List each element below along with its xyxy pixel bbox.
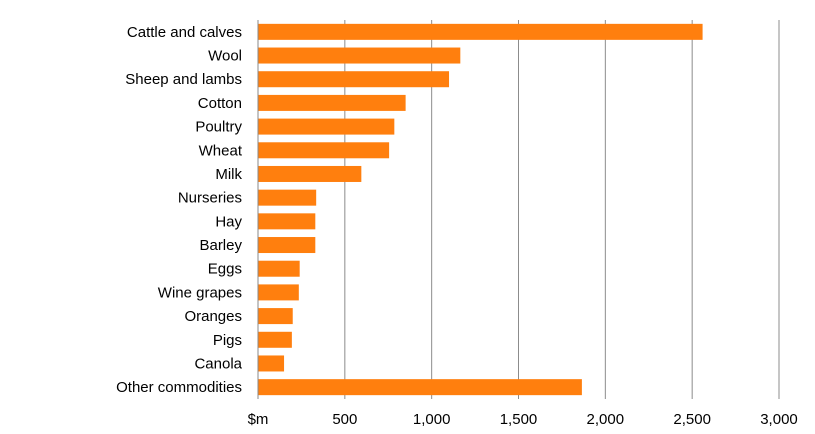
category-label: Sheep and lambs: [125, 71, 242, 88]
bars: [258, 23, 703, 396]
x-tick-label: 500: [332, 411, 357, 428]
bar-canola: [258, 355, 285, 372]
category-label: Poultry: [195, 119, 242, 136]
bar-poultry: [258, 118, 395, 135]
bar-hay: [258, 213, 316, 230]
category-label: Barley: [199, 237, 242, 254]
bar-cattle-and-calves: [258, 23, 703, 40]
bar-oranges: [258, 308, 293, 325]
x-tick-label: 1,000: [413, 411, 451, 428]
bar-wool: [258, 47, 461, 64]
category-label: Hay: [215, 213, 242, 230]
bar-wheat: [258, 142, 390, 159]
bar-barley: [258, 237, 316, 254]
x-tick-label: 3,000: [760, 411, 798, 428]
category-label: Eggs: [208, 261, 242, 278]
bar-milk: [258, 165, 362, 182]
category-label: Milk: [215, 166, 242, 183]
x-tick-label: 2,000: [587, 411, 625, 428]
x-tick-label: 2,500: [673, 411, 711, 428]
category-label: Wool: [208, 48, 242, 65]
category-label: Other commodities: [116, 379, 242, 396]
category-label: Cotton: [198, 95, 242, 112]
category-label: Pigs: [213, 332, 242, 349]
tick-labels: $m 500 1,000 1,500 2,000 2,500 3,000: [248, 411, 798, 428]
category-label: Cattle and calves: [127, 24, 242, 41]
bar-nurseries: [258, 189, 317, 206]
bar-pigs: [258, 331, 292, 348]
bar-eggs: [258, 260, 300, 277]
x-tick-label: 1,500: [500, 411, 538, 428]
bar-wine-grapes: [258, 284, 299, 301]
category-label: Wheat: [199, 142, 243, 159]
category-label: Nurseries: [178, 190, 242, 207]
category-labels: Cattle and calves Wool Sheep and lambs Cott…: [116, 24, 243, 396]
bar-other-commodities: [258, 379, 582, 396]
category-label: Oranges: [184, 308, 242, 325]
x-tick-label: $m: [248, 411, 269, 428]
category-label: Canola: [194, 355, 242, 372]
bar-sheep-and-lambs: [258, 71, 450, 88]
category-label: Wine grapes: [158, 284, 242, 301]
bar-cotton: [258, 94, 406, 111]
